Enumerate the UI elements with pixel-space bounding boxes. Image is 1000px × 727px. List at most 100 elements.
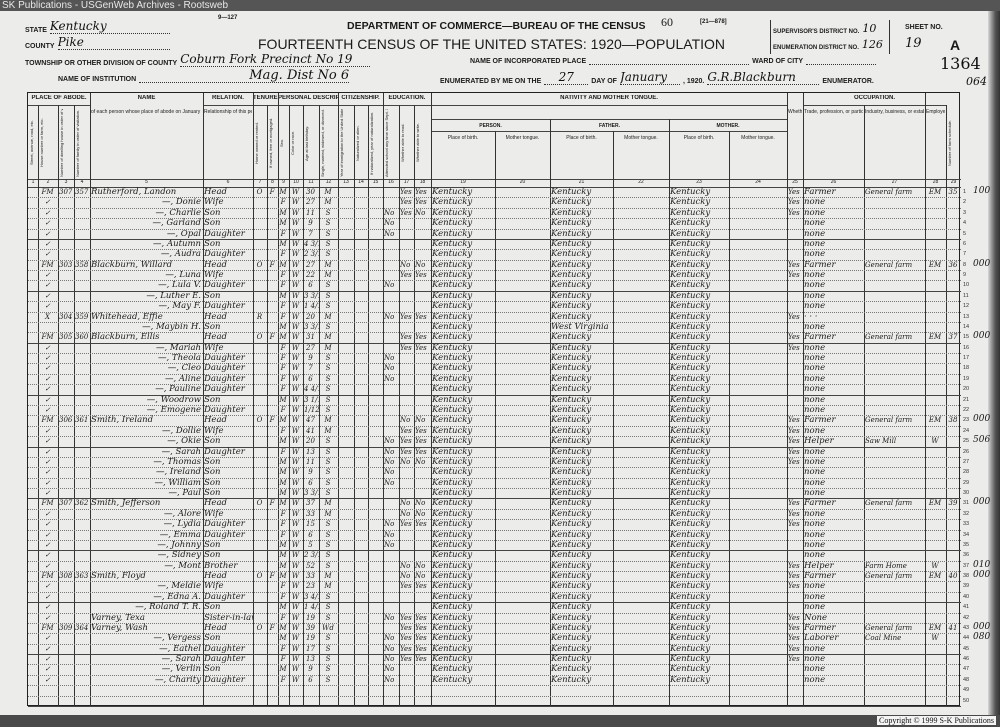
cell-race: W <box>291 478 300 487</box>
cell-age: 30 <box>306 188 315 196</box>
cell-age: 6 <box>308 374 313 383</box>
cell-rel: Daughter <box>204 529 245 540</box>
cell-mbp: Kentucky <box>670 259 711 270</box>
form-code: [21—878] <box>700 19 727 25</box>
cell-abode: ✓ <box>44 437 51 446</box>
cell-bp: Kentucky <box>432 550 473 561</box>
cell-rel: Daughter <box>204 404 245 415</box>
cell-mbp: Kentucky <box>670 436 711 447</box>
cell-write: No <box>415 499 426 508</box>
cell-free: F <box>269 499 275 508</box>
cell-name: Varney, Wash <box>91 622 148 633</box>
column-group-heading: PERSONAL DESCRIPTION. <box>278 95 338 101</box>
column-header: Mother tongue. <box>505 135 540 141</box>
cell-mbp: Kentucky <box>670 456 711 467</box>
cell-read: No <box>400 260 411 269</box>
cell-sex: M <box>279 561 287 570</box>
copyright-notice: Copyright © 1999 S-K Publications <box>877 716 996 725</box>
nativity-subheading: PERSON. <box>479 123 502 129</box>
cell-abode: ✓ <box>44 489 51 498</box>
county-label: COUNTY <box>25 43 55 50</box>
cell-ms: S <box>325 354 331 363</box>
cell-age: 5 <box>308 540 313 549</box>
cell-mbp: Kentucky <box>670 415 711 426</box>
line-number: 1 <box>963 189 967 195</box>
cell-trade: none <box>804 301 826 312</box>
cell-ind: General farm <box>865 499 913 508</box>
cell-race: W <box>291 260 300 269</box>
cell-ind: Coal Mine <box>865 634 902 643</box>
cell-fbp: Kentucky <box>551 654 592 665</box>
cell-sex: M <box>279 489 287 498</box>
row-divider <box>28 477 961 479</box>
row-divider <box>28 259 961 261</box>
cell-rel: Son <box>204 394 221 405</box>
cell-mbp: Kentucky <box>670 581 711 592</box>
cell-home: O <box>256 499 263 508</box>
column-divider <box>90 93 91 707</box>
cell-rel: Head <box>204 311 227 322</box>
cell-age: 9 <box>308 468 313 477</box>
cell-name: —, Sarah <box>161 446 201 457</box>
cell-home: R <box>256 312 263 321</box>
cell-write: Yes <box>415 426 427 435</box>
cell-sex: F <box>280 582 286 591</box>
row-divider <box>28 664 961 666</box>
cell-sex: F <box>280 405 286 414</box>
line-number: 2 <box>963 199 967 206</box>
cell-age: 6 <box>308 281 313 290</box>
divider <box>28 187 961 188</box>
cell-bp: Kentucky <box>432 249 473 260</box>
cell-trade: Farmer <box>804 571 836 582</box>
column-divider <box>354 105 355 707</box>
cell-fbp: Kentucky <box>551 508 592 519</box>
cell-read: Yes <box>400 613 412 622</box>
column-number: 29 <box>950 179 957 185</box>
cell-fbp: Kentucky <box>551 529 592 540</box>
cell-rel: Daughter <box>204 249 245 260</box>
cell-ms: S <box>325 634 331 643</box>
cell-ms: M <box>324 426 332 435</box>
cell-bp: Kentucky <box>432 477 473 488</box>
cell-eng: Yes <box>788 271 800 280</box>
cell-fbp: Kentucky <box>551 353 592 364</box>
cell-bp: Kentucky <box>432 394 473 405</box>
row-divider <box>28 238 961 240</box>
cell-name: —, Sidney <box>157 550 201 561</box>
cell-rel: Head <box>204 259 227 270</box>
cell-ms: Wd <box>322 623 334 632</box>
cell-mbp: Kentucky <box>670 311 711 322</box>
cell-bp: Kentucky <box>432 581 473 592</box>
divider <box>431 131 550 132</box>
column-divider <box>303 105 304 707</box>
census-table: PLACE OF ABODE. NAME RELATION. TENURE. PERSO… <box>27 92 990 707</box>
line-number: 41 <box>963 604 970 611</box>
cell-trade: none <box>804 425 826 436</box>
cell-sex: M <box>279 478 287 487</box>
cell-race: W <box>291 208 300 217</box>
cell-ms: M <box>324 312 332 321</box>
cell-rel: Son <box>204 436 221 447</box>
cell-ms: S <box>325 239 331 248</box>
cell-school: No <box>384 675 395 684</box>
cell-name: —, Eathel <box>159 643 201 654</box>
cell-mbp: Kentucky <box>670 508 711 519</box>
cell-bp: Kentucky <box>432 571 473 582</box>
cell-bp: Kentucky <box>432 591 473 602</box>
column-number: 9 <box>282 179 285 185</box>
cell-school: No <box>384 530 395 539</box>
cell-ms: S <box>325 374 331 383</box>
cell-mbp: Kentucky <box>670 622 711 633</box>
cell-abode: FM <box>41 623 54 632</box>
cell-abode: ✓ <box>44 561 51 570</box>
row-divider <box>28 581 961 583</box>
cell-read: No <box>400 561 411 570</box>
divider <box>431 119 787 120</box>
county-line: COUNTY Pike <box>25 36 170 50</box>
cell-trade: Farmer <box>804 259 836 270</box>
column-number: 23 <box>696 179 702 185</box>
column-divider <box>368 105 369 707</box>
cell-write: No <box>415 416 426 425</box>
line-number: 33 <box>963 521 970 528</box>
cell-fbp: Kentucky <box>551 519 592 530</box>
